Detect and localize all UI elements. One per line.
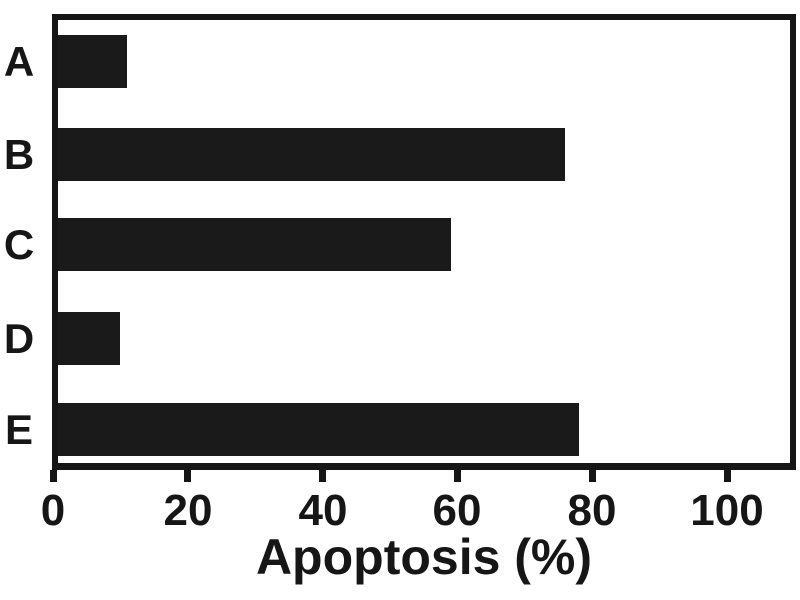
- category-label-E: E: [4, 406, 33, 453]
- plot-area: [52, 14, 796, 470]
- category-label-D: D: [3, 315, 35, 362]
- x-axis-title: Apoptosis (%): [255, 529, 593, 585]
- x-tick-label-60: 60: [432, 486, 482, 535]
- x-tick-label-20: 20: [163, 486, 213, 535]
- x-tick-mark-60: [454, 470, 461, 482]
- x-tick-label-100: 100: [690, 486, 764, 535]
- bar-C: [58, 218, 451, 271]
- x-tick-mark-0: [50, 470, 57, 482]
- x-tick-label-0: 0: [40, 486, 66, 535]
- category-label-A: A: [3, 38, 35, 85]
- x-tick-mark-40: [319, 470, 326, 482]
- bar-D: [58, 312, 120, 365]
- category-label-B: B: [3, 131, 35, 178]
- x-tick-mark-80: [589, 470, 596, 482]
- x-tick-label-80: 80: [567, 486, 617, 535]
- x-tick-label-40: 40: [298, 486, 348, 535]
- bar-A: [58, 35, 127, 88]
- x-tick-mark-100: [724, 470, 731, 482]
- x-tick-mark-20: [184, 470, 191, 482]
- category-label-C: C: [3, 221, 35, 268]
- bar-E: [58, 403, 579, 456]
- bar-B: [58, 128, 565, 181]
